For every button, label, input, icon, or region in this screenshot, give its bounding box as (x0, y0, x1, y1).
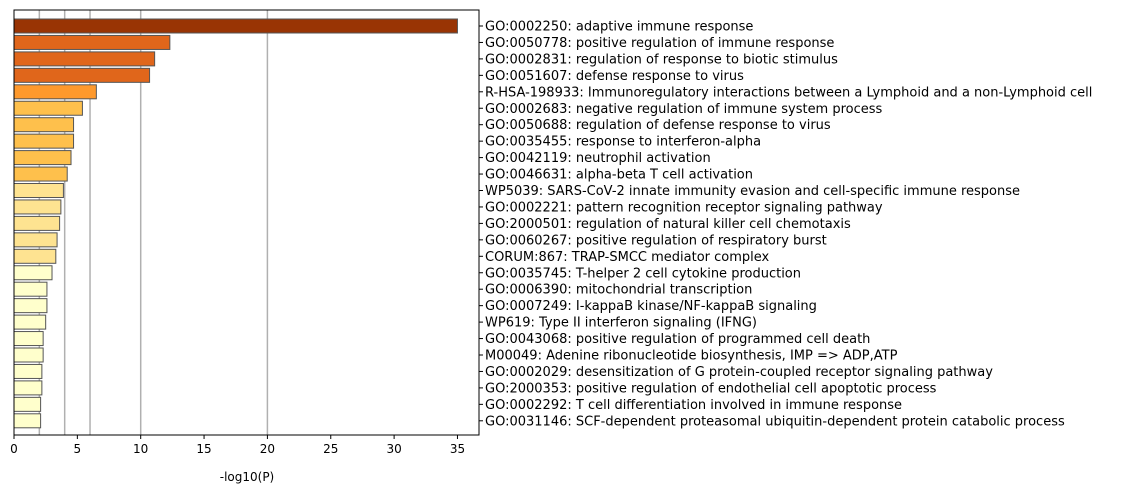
x-tick-label-7: 35 (450, 442, 465, 456)
term-label-5: GO:0002683: negative regulation of immun… (485, 102, 883, 117)
term-label-14: CORUM:867: TRAP-SMCC mediator complex (485, 250, 770, 265)
term-label-16: GO:0006390: mitochondrial transcription (485, 283, 752, 298)
bar-0 (13, 18, 458, 34)
bars (13, 18, 458, 429)
term-label-2: GO:0002831: regulation of response to bi… (485, 52, 838, 67)
bar-9 (13, 166, 68, 182)
x-tick-label-3: 15 (196, 442, 211, 456)
term-label-13: GO:0060267: positive regulation of respi… (485, 233, 827, 248)
bar-17 (13, 298, 48, 314)
x-axis-label: -log10(P) (220, 470, 275, 484)
x-tick-label-1: 5 (74, 442, 82, 456)
x-axis: 0 5 10 15 20 25 30 35 (10, 435, 465, 456)
bar-22 (13, 380, 43, 396)
bar-2 (13, 51, 156, 67)
bar-3 (13, 67, 151, 83)
term-label-11: GO:0002221: pattern recognition receptor… (485, 200, 883, 215)
bar-16 (13, 281, 48, 297)
term-label-4: R-HSA-198933: Immunoregulatory interacti… (485, 85, 1092, 100)
term-label-23: GO:0002292: T cell differentiation invol… (485, 398, 902, 413)
term-label-7: GO:0035455: response to interferon-alpha (485, 135, 761, 150)
bar-7 (13, 133, 75, 149)
bar-4 (13, 84, 97, 100)
bar-10 (13, 183, 64, 198)
bar-11 (13, 199, 62, 215)
bar-23 (13, 396, 42, 412)
bar-21 (13, 363, 43, 379)
x-tick-label-5: 25 (323, 442, 338, 456)
term-label-12: GO:2000501: regulation of natural killer… (485, 217, 851, 232)
term-label-21: GO:0002029: desensitization of G protein… (485, 365, 993, 380)
term-label-17: GO:0007249: I-kappaB kinase/NF-kappaB si… (485, 299, 817, 314)
x-tick-label-2: 10 (133, 442, 148, 456)
term-label-8: GO:0042119: neutrophil activation (485, 151, 711, 166)
term-label-1: GO:0050778: positive regulation of immun… (485, 36, 834, 51)
term-label-3: GO:0051607: defense response to virus (485, 69, 744, 84)
bar-1 (13, 34, 171, 50)
term-label-15: GO:0035745: T-helper 2 cell cytokine pro… (485, 266, 801, 281)
term-label-19: GO:0043068: positive regulation of progr… (485, 332, 870, 347)
term-label-22: GO:2000353: positive regulation of endot… (485, 381, 937, 396)
term-labels: GO:0002250: adaptive immune responseGO:0… (479, 20, 1092, 429)
term-label-24: GO:0031146: SCF-dependent proteasomal ub… (485, 414, 1065, 429)
bar-20 (13, 347, 44, 363)
bar-8 (13, 150, 72, 166)
term-label-6: GO:0050688: regulation of defense respon… (485, 118, 831, 133)
term-label-9: GO:0046631: alpha-beta T cell activation (485, 168, 753, 183)
term-label-0: GO:0002250: adaptive immune response (485, 20, 753, 35)
bar-12 (13, 215, 61, 231)
bar-13 (13, 232, 58, 248)
bar-6 (13, 117, 75, 133)
bar-14 (13, 248, 57, 264)
x-tick-label-0: 0 (10, 442, 18, 456)
term-label-18: WP619: Type II interferon signaling (IFN… (485, 316, 757, 331)
term-label-20: M00049: Adenine ribonucleotide biosynthe… (485, 349, 898, 364)
x-tick-label-6: 30 (386, 442, 401, 456)
plot-frame (13, 9, 480, 436)
term-label-10: WP5039: SARS-CoV-2 innate immunity evasi… (485, 184, 1020, 199)
bar-19 (13, 331, 44, 347)
bar-5 (13, 100, 83, 116)
bar-24 (13, 413, 42, 429)
x-tick-label-4: 20 (260, 442, 275, 456)
bar-15 (13, 265, 53, 281)
bar-18 (13, 314, 47, 330)
